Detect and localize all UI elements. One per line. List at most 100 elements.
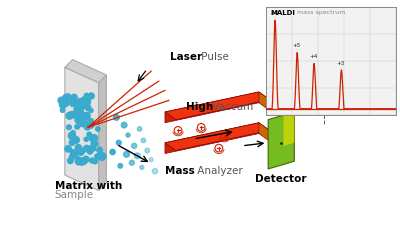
Circle shape <box>90 158 94 163</box>
Circle shape <box>84 124 90 130</box>
Circle shape <box>76 157 81 162</box>
Circle shape <box>85 105 91 111</box>
Circle shape <box>71 150 78 157</box>
Circle shape <box>60 102 66 108</box>
Text: +3: +3 <box>336 60 344 66</box>
Circle shape <box>114 114 119 120</box>
Circle shape <box>76 108 84 116</box>
Circle shape <box>80 97 88 105</box>
Circle shape <box>71 131 75 135</box>
Circle shape <box>81 100 87 106</box>
Polygon shape <box>65 60 106 83</box>
Circle shape <box>80 115 86 121</box>
Circle shape <box>68 132 76 139</box>
Text: High: High <box>186 102 213 112</box>
Polygon shape <box>99 75 106 191</box>
Circle shape <box>75 144 82 151</box>
Circle shape <box>84 137 88 141</box>
Circle shape <box>78 158 86 165</box>
Polygon shape <box>268 112 294 169</box>
Circle shape <box>80 123 84 127</box>
Circle shape <box>78 158 83 163</box>
Circle shape <box>91 140 98 147</box>
Text: Sample: Sample <box>55 191 94 200</box>
Circle shape <box>124 151 129 157</box>
Circle shape <box>70 102 74 106</box>
Text: Matrix with: Matrix with <box>55 181 122 191</box>
Circle shape <box>65 94 71 100</box>
Circle shape <box>134 153 140 159</box>
Circle shape <box>85 121 92 127</box>
Text: Analyzer: Analyzer <box>194 166 243 176</box>
Circle shape <box>83 112 90 120</box>
Circle shape <box>75 125 79 129</box>
Circle shape <box>70 97 77 104</box>
Circle shape <box>67 112 73 119</box>
Text: +6: +6 <box>270 11 278 16</box>
Circle shape <box>78 102 85 110</box>
Text: Detector: Detector <box>256 174 307 184</box>
Circle shape <box>118 164 122 168</box>
Circle shape <box>71 98 75 102</box>
Circle shape <box>69 140 75 145</box>
Polygon shape <box>165 123 259 154</box>
Circle shape <box>87 121 94 128</box>
Circle shape <box>84 93 88 98</box>
Polygon shape <box>259 92 270 110</box>
Circle shape <box>60 108 65 112</box>
Circle shape <box>97 147 102 153</box>
Circle shape <box>63 95 68 100</box>
Circle shape <box>92 147 96 151</box>
Circle shape <box>83 98 90 105</box>
Circle shape <box>83 156 89 162</box>
Circle shape <box>92 159 98 164</box>
Circle shape <box>110 150 115 155</box>
Circle shape <box>75 158 82 165</box>
Circle shape <box>72 112 79 118</box>
Circle shape <box>71 94 77 100</box>
Circle shape <box>82 102 86 106</box>
Circle shape <box>70 154 75 160</box>
Polygon shape <box>65 67 99 191</box>
Circle shape <box>86 123 91 128</box>
Circle shape <box>81 158 87 164</box>
Circle shape <box>87 149 93 154</box>
Circle shape <box>89 145 94 151</box>
Circle shape <box>80 148 84 153</box>
Circle shape <box>78 102 82 106</box>
Text: +5: +5 <box>292 43 300 48</box>
Circle shape <box>74 106 80 112</box>
Circle shape <box>91 135 98 141</box>
Circle shape <box>98 154 105 161</box>
Circle shape <box>140 165 144 169</box>
Polygon shape <box>284 112 294 146</box>
Polygon shape <box>259 123 270 141</box>
Circle shape <box>84 97 90 103</box>
Circle shape <box>89 135 95 141</box>
Circle shape <box>73 112 79 118</box>
Text: Mass: Mass <box>165 166 195 176</box>
Circle shape <box>84 145 90 152</box>
Circle shape <box>69 111 76 118</box>
Circle shape <box>76 110 81 115</box>
Polygon shape <box>165 92 270 120</box>
Circle shape <box>137 127 142 131</box>
Text: Vaccum: Vaccum <box>209 102 253 112</box>
Circle shape <box>89 108 93 113</box>
Circle shape <box>75 116 82 124</box>
Circle shape <box>80 113 84 117</box>
Circle shape <box>77 148 84 155</box>
Text: mass spectrum: mass spectrum <box>294 11 345 15</box>
Circle shape <box>66 112 73 119</box>
Circle shape <box>129 160 134 165</box>
Circle shape <box>62 99 69 107</box>
Text: Pulse: Pulse <box>198 52 229 62</box>
Circle shape <box>149 158 153 162</box>
Circle shape <box>76 99 83 105</box>
Polygon shape <box>165 123 270 150</box>
Text: +4: +4 <box>309 54 317 59</box>
Circle shape <box>65 146 71 152</box>
Circle shape <box>132 143 137 148</box>
Circle shape <box>80 99 84 104</box>
Circle shape <box>99 153 106 159</box>
